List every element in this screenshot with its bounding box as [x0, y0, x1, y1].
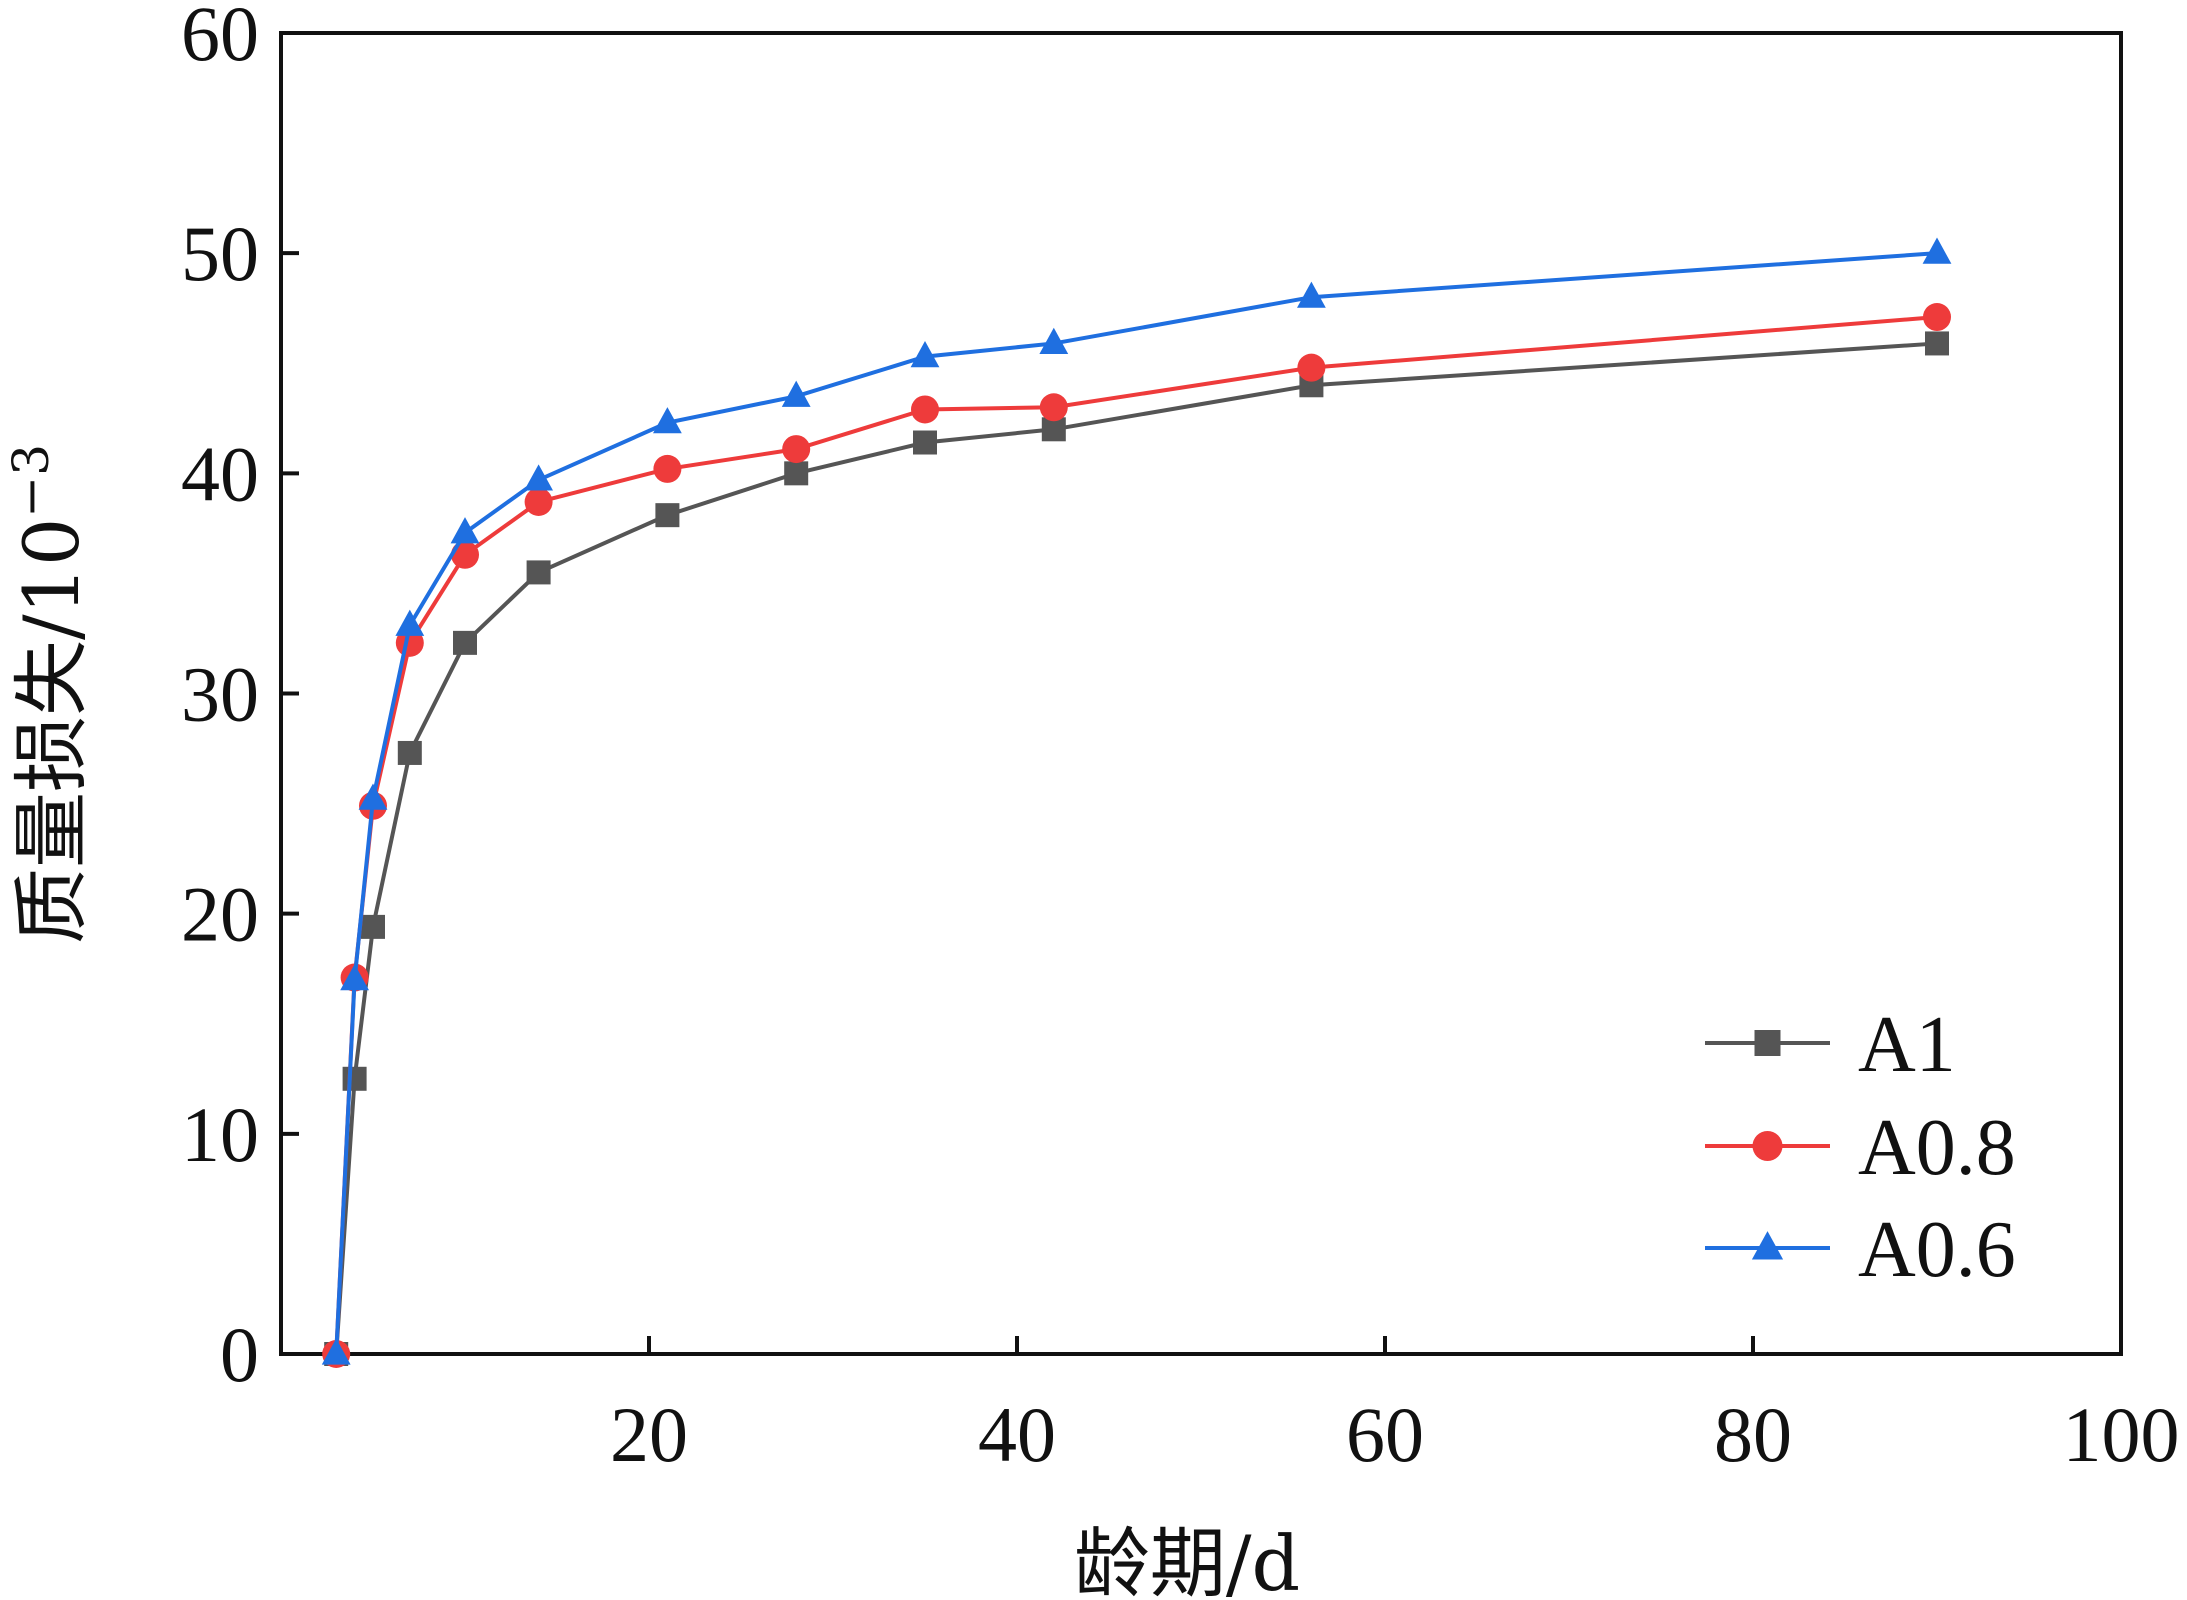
y-tick-label: 30 [181, 651, 259, 738]
series-line-A0.8 [334, 315, 1938, 1355]
data-point-A0.6 [358, 783, 388, 810]
series-line-A1 [334, 341, 1938, 1355]
x-tick-label: 40 [978, 1391, 1056, 1478]
y-tick-label: 40 [181, 430, 259, 517]
data-point-A0.6 [340, 964, 369, 991]
data-point-A0.8 [782, 435, 811, 464]
y-axis-title-main: 质量损失/10 [7, 518, 96, 944]
data-point-A0.6 [321, 1338, 351, 1365]
x-tick-labels: 20 40 60 80 100 [610, 1391, 2180, 1478]
legend-label-A1: A1 [1858, 1001, 1956, 1089]
data-point-A1 [397, 740, 422, 765]
data-point-A0.8 [1923, 303, 1951, 332]
x-tick-label: 60 [1346, 1391, 1424, 1478]
data-point-A1 [1041, 417, 1066, 442]
legend-label-A0.6: A0.6 [1858, 1206, 2016, 1294]
y-tick-label: 20 [181, 871, 259, 958]
y-tick-label: 60 [181, 0, 259, 77]
data-point-A0.6 [1297, 281, 1326, 308]
data-point-A1 [453, 630, 477, 655]
y-tick-label: 10 [181, 1091, 259, 1178]
data-point-A0.8 [524, 487, 553, 516]
series-layer [321, 237, 1952, 1368]
data-point-A1 [526, 560, 551, 585]
series-line-A0.6 [334, 251, 1938, 1355]
axis-ticks [281, 251, 1755, 1354]
legend-marker-A1 [1754, 1030, 1781, 1056]
data-point-A0.8 [653, 454, 682, 483]
data-point-A0.6 [395, 609, 425, 636]
y-axis-title-exponent: −3 [2, 444, 60, 518]
y-axis-title: 质量损失/10−3 [2, 444, 96, 944]
y-tick-labels: 0 10 20 30 40 50 60 [181, 0, 259, 1398]
data-point-A0.6 [1922, 237, 1952, 264]
legend: A1 A0.8 A0.6 [1705, 1001, 2016, 1294]
data-point-A0.8 [911, 395, 939, 424]
data-point-A0.6 [1039, 327, 1069, 355]
data-point-A0.6 [653, 407, 682, 434]
x-tick-label: 100 [2063, 1391, 2180, 1478]
plot-frame [279, 31, 2123, 1356]
series-A0.6 [321, 237, 1952, 1365]
data-point-A0.6 [781, 380, 811, 407]
data-point-A0.6 [450, 517, 480, 544]
x-tick-label: 80 [1714, 1391, 1792, 1478]
data-point-A1 [361, 914, 385, 939]
data-point-A1 [342, 1066, 367, 1091]
y-tick-label: 50 [181, 210, 259, 297]
y-tick-label: 0 [220, 1311, 259, 1398]
data-point-A1 [913, 430, 937, 455]
legend-label-A0.8: A0.8 [1858, 1104, 2016, 1192]
x-axis-title: 龄期/d [1074, 1519, 1300, 1600]
data-point-A1 [784, 461, 809, 486]
data-point-A0.6 [910, 341, 940, 368]
data-point-A1 [1925, 331, 1949, 356]
x-tick-label: 20 [610, 1391, 688, 1478]
y-axis-title-group: 质量损失/10−3 [2, 444, 96, 944]
series-A1 [324, 331, 1949, 1366]
legend-marker-A0.8 [1752, 1131, 1783, 1161]
data-point-A0.6 [524, 464, 553, 491]
series-A0.8 [322, 303, 1951, 1368]
data-point-A0.8 [1039, 393, 1068, 422]
legend-marker-A0.6 [1751, 1231, 1784, 1260]
data-point-A0.8 [451, 540, 479, 569]
data-point-A0.8 [1297, 353, 1326, 382]
data-point-A1 [655, 503, 680, 528]
